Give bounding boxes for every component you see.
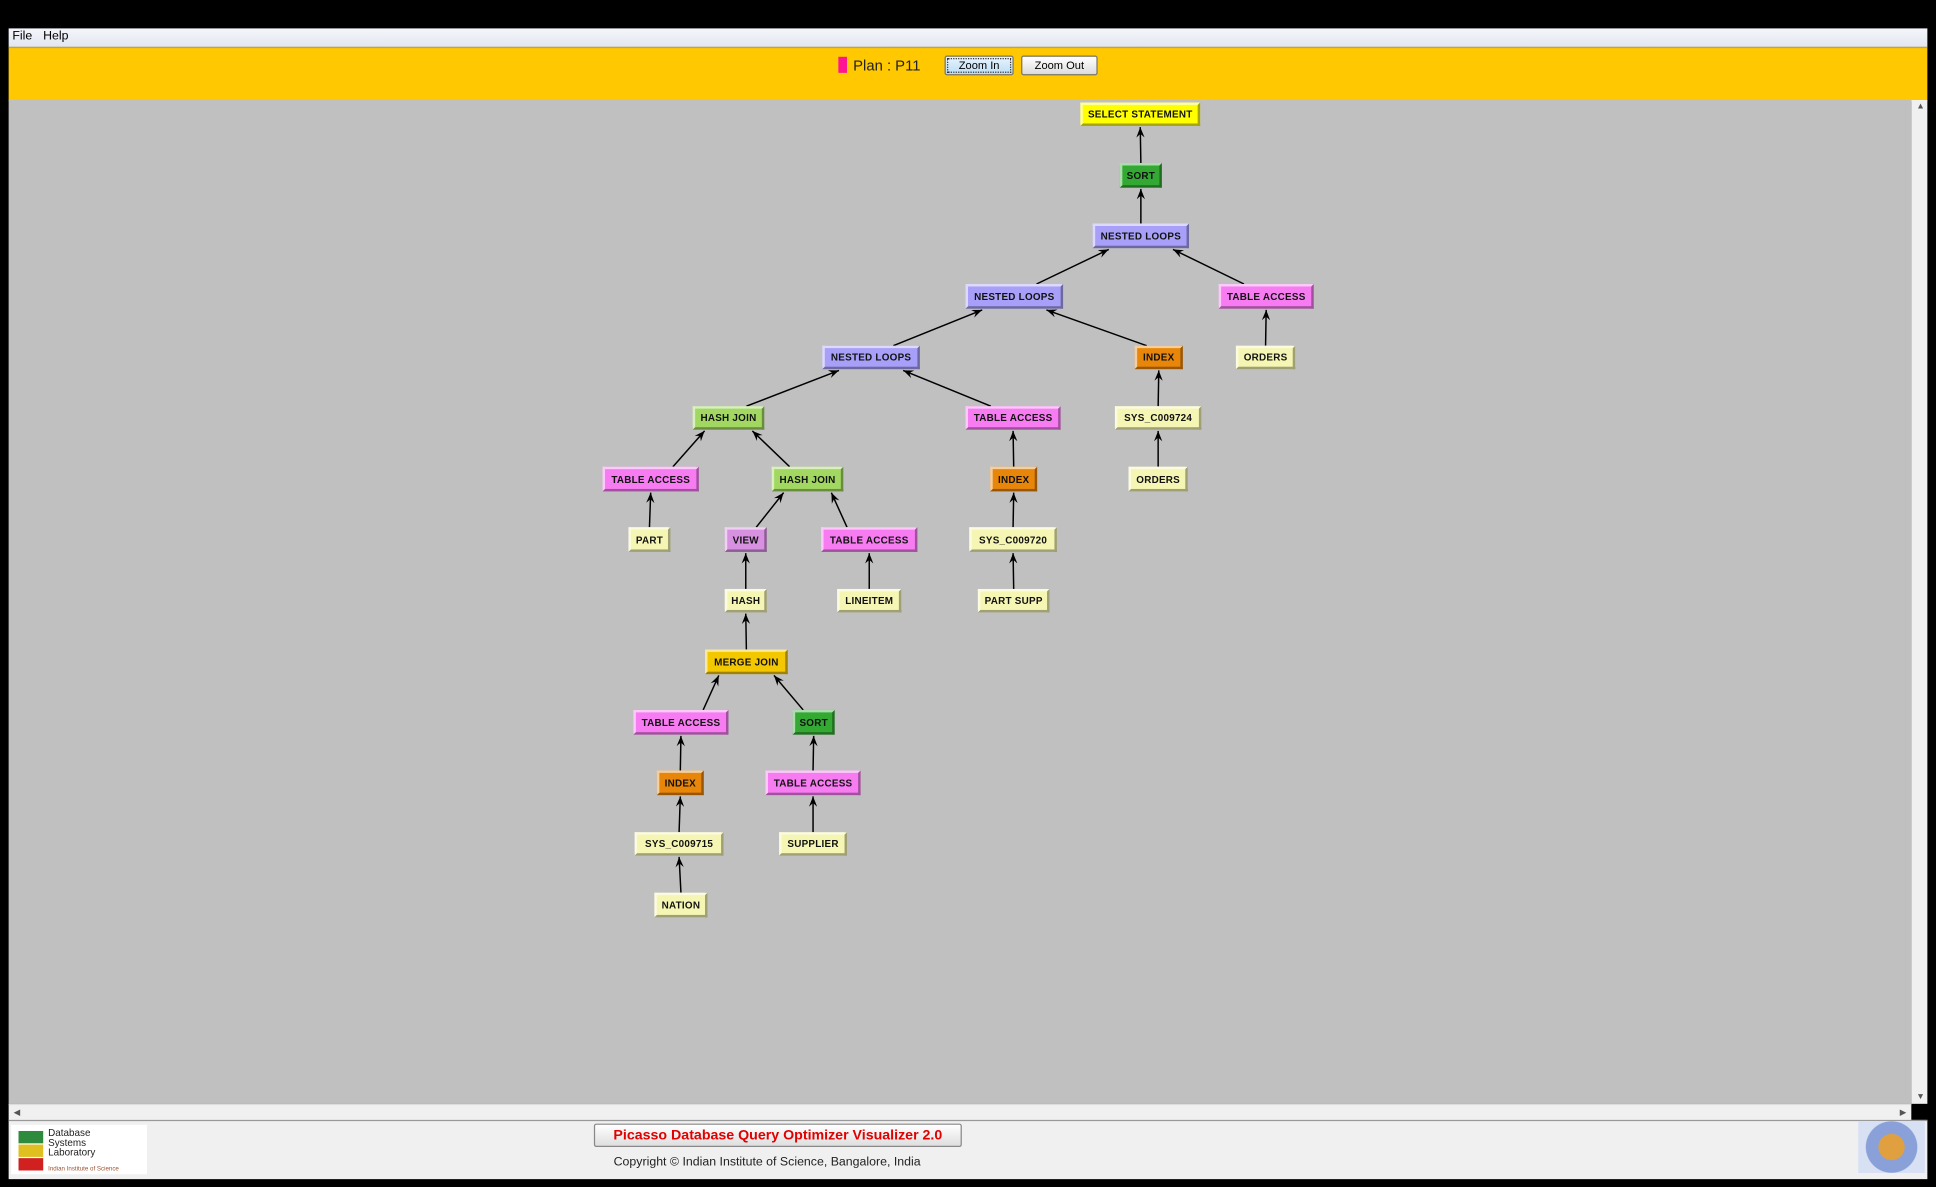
plan-edge bbox=[773, 674, 804, 711]
plan-node-table-access[interactable]: TABLE ACCESS bbox=[602, 466, 699, 492]
copyright-text: Copyright © Indian Institute of Science,… bbox=[613, 1155, 921, 1170]
plan-node-merge-join[interactable]: MERGE JOIN bbox=[705, 649, 788, 675]
plan-node-hash-join[interactable]: HASH JOIN bbox=[692, 406, 765, 430]
plan-edge bbox=[893, 309, 983, 347]
arrowhead-icon bbox=[831, 492, 840, 504]
arrowhead-icon bbox=[773, 492, 784, 504]
scroll-right-icon[interactable]: ▶ bbox=[1899, 1108, 1907, 1118]
arrowhead-icon bbox=[1261, 309, 1271, 321]
menu-help[interactable]: Help bbox=[43, 29, 69, 44]
plan-node-object[interactable]: LINEITEM bbox=[837, 588, 902, 613]
arrowhead-icon bbox=[1009, 553, 1018, 564]
arrowhead-icon bbox=[675, 856, 684, 868]
plan-node-object[interactable]: PART SUPP bbox=[977, 588, 1050, 613]
plan-node-index[interactable]: INDEX bbox=[990, 466, 1038, 492]
plan-tree-canvas: SELECT STATEMENT SORT NESTED LOOPS NESTED L… bbox=[8, 100, 1912, 1104]
plan-edge bbox=[751, 430, 791, 468]
arrowhead-icon bbox=[971, 309, 983, 318]
arrowhead-icon bbox=[1046, 309, 1058, 318]
menu-bar: File Help bbox=[8, 28, 1928, 47]
plan-edge bbox=[902, 369, 992, 407]
scroll-down-icon[interactable]: ▼ bbox=[1916, 1092, 1925, 1102]
plan-node-table-access[interactable]: TABLE ACCESS bbox=[965, 406, 1061, 430]
arrowhead-icon bbox=[827, 370, 839, 378]
arrowhead-icon bbox=[903, 370, 915, 379]
plan-node-table-access[interactable]: TABLE ACCESS bbox=[821, 527, 918, 552]
plan-node-table-access[interactable]: TABLE ACCESS bbox=[765, 770, 861, 796]
plan-node-nested-loops[interactable]: NESTED LOOPS bbox=[822, 345, 920, 370]
plan-node-select[interactable]: SELECT STATEMENT bbox=[1080, 102, 1201, 126]
plan-node-object[interactable]: SYS_C009715 bbox=[634, 832, 724, 856]
plan-node-object[interactable]: PART bbox=[628, 527, 671, 552]
footer: Database Systems Laboratory Indian Insti… bbox=[8, 1119, 1928, 1180]
plan-node-object[interactable]: ORDERS bbox=[1235, 345, 1296, 370]
app-title-button[interactable]: Picasso Database Query Optimizer Visuali… bbox=[593, 1123, 962, 1148]
plan-tree-edges bbox=[646, 127, 1271, 893]
plan-node-object[interactable]: HASH bbox=[724, 588, 767, 613]
scroll-up-icon[interactable]: ▲ bbox=[1916, 102, 1925, 112]
dsl-logo: Database Systems Laboratory Indian Insti… bbox=[11, 1124, 147, 1175]
zoom-out-button[interactable]: Zoom Out bbox=[1021, 55, 1098, 76]
plan-edge bbox=[1046, 309, 1147, 347]
plan-node-object[interactable]: SUPPLIER bbox=[779, 832, 848, 856]
logo-text: Database Systems Laboratory bbox=[48, 1127, 96, 1159]
plan-edge bbox=[1172, 248, 1245, 285]
plan-node-sort[interactable]: SORT bbox=[792, 709, 835, 735]
menu-file[interactable]: File bbox=[12, 29, 33, 44]
plan-edge bbox=[1036, 248, 1110, 285]
scroll-left-icon[interactable]: ◀ bbox=[13, 1108, 21, 1118]
plan-node-table-access[interactable]: TABLE ACCESS bbox=[1218, 283, 1314, 309]
logo-blocks-icon bbox=[18, 1130, 44, 1171]
arrowhead-icon bbox=[865, 553, 874, 564]
arrowhead-icon bbox=[808, 796, 818, 807]
plan-edge bbox=[746, 369, 840, 407]
arrowhead-icon bbox=[1154, 370, 1163, 381]
arrowhead-icon bbox=[1009, 492, 1018, 504]
plan-label: Plan : P11 bbox=[853, 56, 921, 75]
arrowhead-icon bbox=[752, 430, 763, 442]
plan-node-table-access[interactable]: TABLE ACCESS bbox=[633, 709, 729, 735]
arrowhead-icon bbox=[741, 613, 751, 625]
zoom-in-button[interactable]: Zoom In bbox=[944, 55, 1014, 76]
arrowhead-icon bbox=[809, 735, 818, 747]
plan-edge bbox=[672, 430, 706, 468]
plan-node-object[interactable]: ORDERS bbox=[1128, 466, 1188, 492]
plan-color-swatch bbox=[838, 56, 848, 73]
arrowhead-icon bbox=[710, 675, 719, 687]
plan-node-index[interactable]: INDEX bbox=[656, 770, 704, 796]
plan-node-object[interactable]: SYS_C009720 bbox=[969, 527, 1057, 552]
arrowhead-icon bbox=[1136, 127, 1145, 138]
toolbar: Plan : P11 Zoom In Zoom Out bbox=[8, 46, 1928, 102]
arrowhead-icon bbox=[1172, 249, 1185, 258]
arrowhead-icon bbox=[1097, 249, 1109, 258]
plan-node-nested-loops[interactable]: NESTED LOOPS bbox=[965, 283, 1064, 309]
arrowhead-icon bbox=[741, 553, 750, 564]
arrowhead-icon bbox=[1136, 188, 1145, 200]
plan-node-view[interactable]: VIEW bbox=[724, 527, 767, 552]
arrowhead-icon bbox=[676, 735, 685, 747]
arrowhead-icon bbox=[675, 796, 685, 807]
arrowhead-icon bbox=[773, 675, 784, 686]
plan-edge bbox=[755, 492, 785, 528]
plan-node-hash-join[interactable]: HASH JOIN bbox=[771, 466, 844, 492]
plan-node-object[interactable]: NATION bbox=[654, 892, 708, 918]
logo-subtext: Indian Institute of Science bbox=[48, 1165, 119, 1173]
arrowhead-icon bbox=[1154, 430, 1163, 442]
plan-node-nested-loops[interactable]: NESTED LOOPS bbox=[1092, 223, 1190, 249]
vertical-scrollbar[interactable]: ▲ ▼ bbox=[1911, 100, 1928, 1104]
arrowhead-icon bbox=[646, 492, 655, 504]
plan-node-sort[interactable]: SORT bbox=[1119, 162, 1162, 188]
iisc-seal-logo bbox=[1858, 1121, 1925, 1173]
horizontal-scrollbar[interactable]: ◀ ▶ bbox=[8, 1103, 1912, 1122]
arrowhead-icon bbox=[694, 430, 705, 442]
plan-node-index[interactable]: INDEX bbox=[1134, 345, 1183, 370]
plan-node-object[interactable]: SYS_C009724 bbox=[1114, 406, 1202, 430]
arrowhead-icon bbox=[1009, 430, 1018, 442]
